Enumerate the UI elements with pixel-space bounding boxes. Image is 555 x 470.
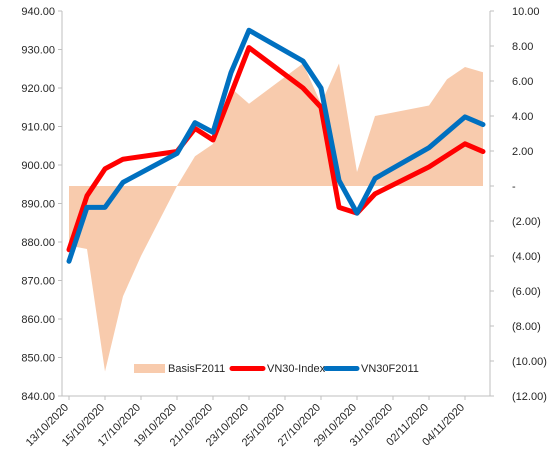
right-tick-label: (4.00) [512, 251, 541, 263]
legend-label: VN30F2011 [361, 363, 419, 375]
left-tick-label: 920.00 [21, 83, 55, 95]
left-tick-label: 890.00 [21, 199, 55, 211]
right-tick-label: (12.00) [512, 391, 547, 403]
right-tick-label: 10.00 [512, 6, 540, 18]
left-tick-label: 940.00 [21, 6, 55, 18]
right-tick-label: (2.00) [512, 216, 541, 228]
legend-label: BasisF2011 [168, 363, 225, 375]
right-tick-label: (8.00) [512, 321, 541, 333]
basis-area-layer [69, 63, 483, 372]
right-tick-label: 4.00 [512, 111, 533, 123]
left-tick-label: 840.00 [21, 391, 55, 403]
right-tick-label: (10.00) [512, 356, 547, 368]
left-tick-label: 850.00 [21, 353, 55, 365]
left-tick-label: 880.00 [21, 237, 55, 249]
legend: BasisF2011 VN30-Index VN30F2011 [134, 363, 419, 375]
basis-area [69, 63, 483, 372]
legend-swatch-basis [134, 364, 165, 373]
right-tick-label: 6.00 [512, 76, 533, 88]
lines-layer [66, 27, 486, 264]
left-tick-label: 860.00 [21, 314, 55, 326]
left-tick-label: 910.00 [21, 122, 55, 134]
right-tick-label: - [512, 181, 516, 193]
vn30-index-line [66, 45, 486, 253]
right-tick-label: 2.00 [512, 146, 533, 158]
right-tick-label: (6.00) [512, 286, 541, 298]
vn30f2011-line [66, 27, 486, 264]
legend-label: VN30-Index [267, 363, 326, 375]
left-tick-label: 930.00 [21, 45, 55, 57]
left-tick-label: 870.00 [21, 276, 55, 288]
left-tick-label: 900.00 [21, 160, 55, 172]
right-tick-label: 8.00 [512, 41, 533, 53]
